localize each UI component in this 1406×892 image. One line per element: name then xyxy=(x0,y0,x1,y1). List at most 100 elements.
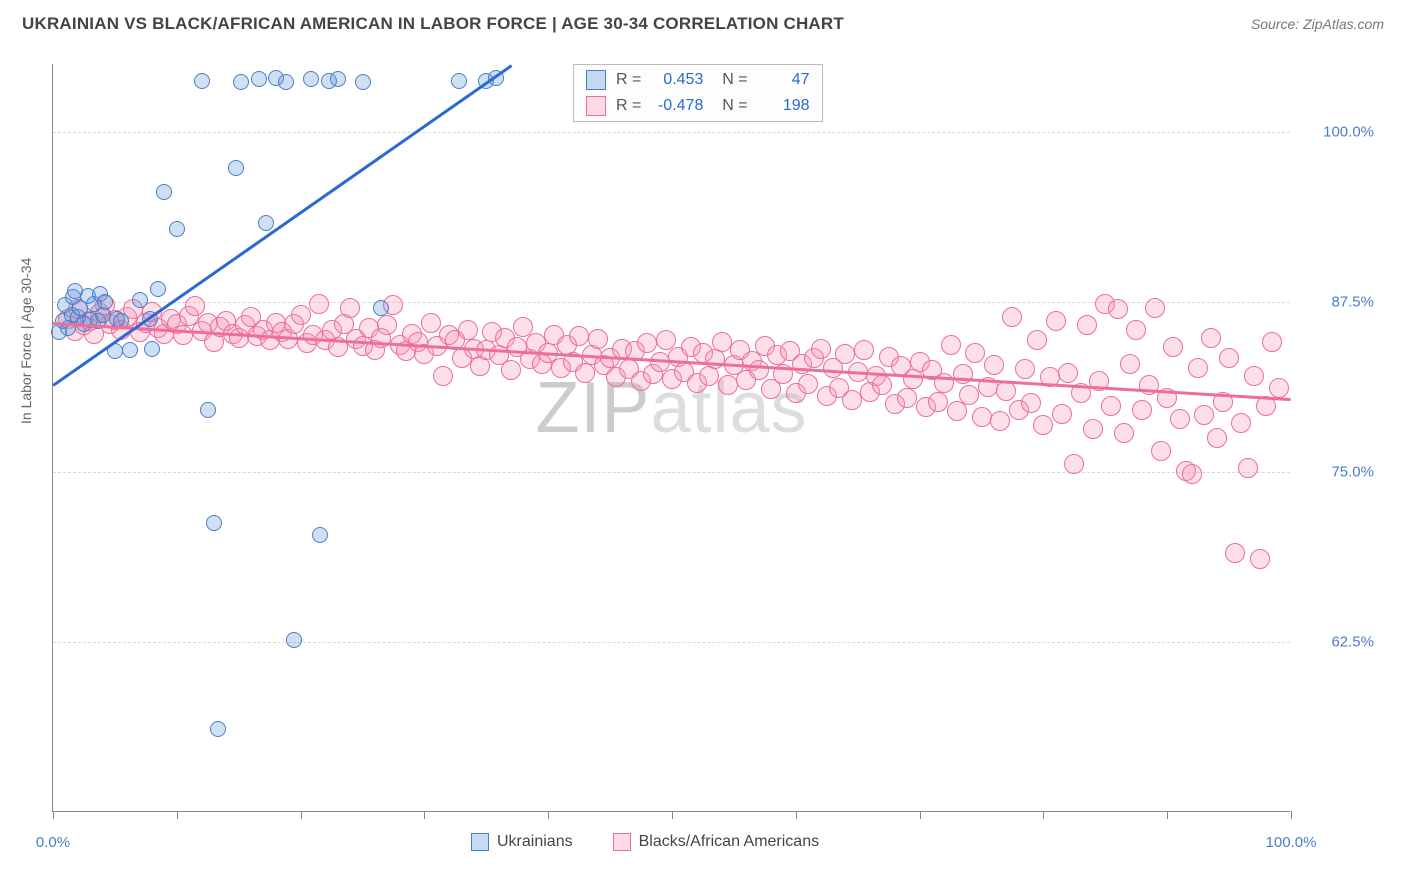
data-point xyxy=(97,294,113,310)
data-point xyxy=(286,632,302,648)
data-point xyxy=(1101,396,1121,416)
data-point xyxy=(712,332,732,352)
data-point xyxy=(1052,404,1072,424)
data-point xyxy=(373,300,389,316)
data-point xyxy=(718,375,738,395)
data-point xyxy=(798,374,818,394)
data-point xyxy=(1114,423,1134,443)
chart-header: UKRAINIAN VS BLACK/AFRICAN AMERICAN IN L… xyxy=(0,0,1406,42)
data-point xyxy=(1002,307,1022,327)
legend-item-black: Blacks/African Americans xyxy=(613,833,820,851)
data-point xyxy=(1108,299,1128,319)
swatch-pink-icon xyxy=(586,96,606,116)
data-point xyxy=(1058,363,1078,383)
swatch-pink-icon xyxy=(613,833,631,851)
x-tick xyxy=(1043,811,1044,819)
n-label: N = xyxy=(713,71,747,89)
y-axis-label: In Labor Force | Age 30-34 xyxy=(18,258,34,424)
r-value-black: -0.478 xyxy=(649,97,703,115)
data-point xyxy=(1244,366,1264,386)
data-point xyxy=(340,298,360,318)
data-point xyxy=(278,74,294,90)
plot-area: ZIPatlas R = 0.453 N = 47 R = -0.478 N =… xyxy=(52,64,1290,812)
data-point xyxy=(1225,543,1245,563)
data-point xyxy=(1120,354,1140,374)
data-point xyxy=(1262,332,1282,352)
data-point xyxy=(575,363,595,383)
x-tick xyxy=(177,811,178,819)
data-point xyxy=(355,74,371,90)
data-point xyxy=(1046,311,1066,331)
data-point xyxy=(953,364,973,384)
data-point xyxy=(1250,549,1270,569)
x-tick xyxy=(1291,811,1292,819)
data-point xyxy=(210,721,226,737)
x-tick xyxy=(1167,811,1168,819)
data-point xyxy=(1033,415,1053,435)
data-point xyxy=(228,160,244,176)
data-point xyxy=(872,375,892,395)
data-point xyxy=(1170,409,1190,429)
data-point xyxy=(309,294,329,314)
data-point xyxy=(150,281,166,297)
data-point xyxy=(749,360,769,380)
y-tick-label: 87.5% xyxy=(1300,294,1374,311)
data-point xyxy=(947,401,967,421)
data-point xyxy=(854,340,874,360)
data-point xyxy=(1145,298,1165,318)
data-point xyxy=(941,335,961,355)
data-point xyxy=(291,305,311,325)
y-tick-label: 62.5% xyxy=(1300,634,1374,651)
chart-title: UKRAINIAN VS BLACK/AFRICAN AMERICAN IN L… xyxy=(22,14,844,34)
data-point xyxy=(1194,405,1214,425)
x-tick xyxy=(424,811,425,819)
data-point xyxy=(811,339,831,359)
x-tick-label: 100.0% xyxy=(1266,834,1317,851)
data-point xyxy=(959,385,979,405)
legend-label-black: Blacks/African Americans xyxy=(639,833,820,851)
data-point xyxy=(258,215,274,231)
data-point xyxy=(928,392,948,412)
x-tick-label: 0.0% xyxy=(36,834,70,851)
n-value-ukrainians: 47 xyxy=(756,71,810,89)
data-point xyxy=(972,407,992,427)
x-tick xyxy=(53,811,54,819)
stats-box: R = 0.453 N = 47 R = -0.478 N = 198 xyxy=(573,64,823,122)
n-label: N = xyxy=(713,97,747,115)
data-point xyxy=(132,292,148,308)
data-point xyxy=(330,71,346,87)
n-value-black: 198 xyxy=(756,97,810,115)
data-point xyxy=(233,74,249,90)
data-point xyxy=(1188,358,1208,378)
data-point xyxy=(173,325,193,345)
r-label: R = xyxy=(616,71,641,89)
chart-source: Source: ZipAtlas.com xyxy=(1251,16,1384,32)
data-point xyxy=(842,390,862,410)
data-point xyxy=(1219,348,1239,368)
legend-item-ukrainians: Ukrainians xyxy=(471,833,573,851)
data-point xyxy=(996,381,1016,401)
data-point xyxy=(251,71,267,87)
chart-container: In Labor Force | Age 30-34 ZIPatlas R = … xyxy=(22,44,1384,852)
data-point xyxy=(569,326,589,346)
data-point xyxy=(1182,464,1202,484)
r-value-ukrainians: 0.453 xyxy=(649,71,703,89)
legend-label-ukrainians: Ukrainians xyxy=(497,833,573,851)
data-point xyxy=(451,73,467,89)
stats-row-ukrainians: R = 0.453 N = 47 xyxy=(574,67,822,93)
data-point xyxy=(588,329,608,349)
data-point xyxy=(377,315,397,335)
data-point xyxy=(501,360,521,380)
y-tick-label: 100.0% xyxy=(1300,124,1374,141)
data-point xyxy=(1163,337,1183,357)
data-point xyxy=(637,333,657,353)
data-point xyxy=(705,349,725,369)
data-point xyxy=(303,71,319,87)
data-point xyxy=(1021,393,1041,413)
data-point xyxy=(1207,428,1227,448)
data-point xyxy=(1083,419,1103,439)
data-point xyxy=(1015,359,1035,379)
data-point xyxy=(1151,441,1171,461)
data-point xyxy=(458,320,478,340)
data-point xyxy=(200,402,216,418)
